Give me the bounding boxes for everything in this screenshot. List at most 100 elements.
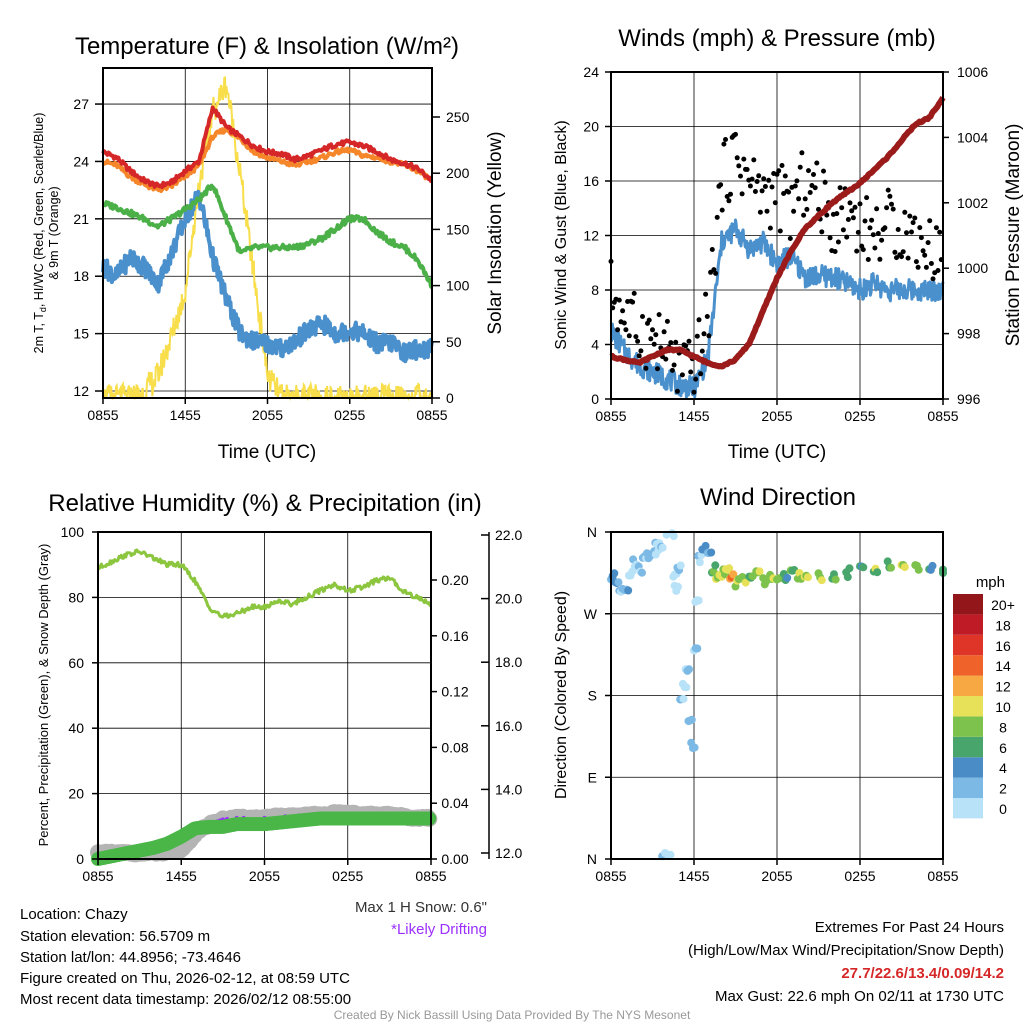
wind-y-title: Sonic Wind & Gust (Blue, Black): [553, 120, 570, 349]
legend-swatch: [953, 736, 983, 758]
legend-swatch: [953, 757, 983, 778]
y2-tick-label: 1006: [957, 64, 988, 80]
y2-tick-label: 0.16: [441, 628, 468, 644]
gust-point: [852, 204, 858, 210]
gust-point: [744, 167, 750, 172]
credit-text: Created By Nick Bassill Using Data Provi…: [333, 1008, 691, 1022]
gust-point: [653, 332, 659, 338]
gust-point: [671, 362, 677, 368]
temp-x-title: Time (UTC): [218, 442, 317, 463]
gust-point: [834, 211, 840, 217]
gust-point: [761, 176, 767, 182]
gust-point: [633, 334, 639, 340]
gust-point: [696, 317, 702, 323]
recent-data-text: Most recent data timestamp: 2026/02/12 0…: [20, 991, 352, 1008]
y-tick-label: 24: [583, 64, 599, 80]
gust-point: [887, 193, 893, 199]
gust-point: [801, 212, 807, 218]
y-tick-label: 40: [68, 720, 84, 736]
gust-point: [812, 185, 818, 191]
gust-point: [767, 225, 773, 231]
gust-point: [779, 163, 785, 168]
gust-point: [837, 185, 843, 191]
rh-line: [97, 548, 432, 619]
gust-point: [630, 299, 636, 305]
rh-y-title: Percent, Precipitation (Green), & Snow D…: [36, 544, 51, 847]
y2-tick-label: 0.08: [441, 739, 468, 755]
y2-tick-label: 250: [446, 109, 470, 125]
wind-direction-point: [666, 850, 675, 859]
y2-tick-label: 50: [446, 334, 462, 350]
gust-point: [918, 235, 924, 241]
y-tick-label: 12: [73, 383, 89, 399]
gust-point: [738, 173, 743, 179]
y-tick-label: S: [588, 688, 597, 704]
y-tick-label: 0: [76, 851, 84, 867]
gust-point: [930, 276, 936, 282]
wind-direction-point: [624, 586, 633, 595]
gust-point: [719, 207, 725, 213]
gust-point: [714, 214, 720, 220]
wind-direction-point: [843, 573, 852, 582]
gust-point: [869, 217, 875, 223]
gust-point: [854, 248, 860, 254]
gust-point: [663, 356, 669, 362]
gust-point: [912, 215, 918, 221]
gust-point: [699, 348, 705, 354]
gust-point: [651, 341, 657, 347]
gust-point: [787, 236, 793, 241]
gust-point: [905, 255, 911, 261]
x-tick-label: 0855: [595, 408, 626, 424]
x-tick-label: 1455: [678, 868, 709, 884]
gust-point: [797, 164, 803, 170]
gust-point: [736, 163, 742, 169]
gust-point: [802, 196, 808, 202]
gust-point: [839, 205, 845, 211]
gust-point: [635, 338, 641, 344]
gust-point: [879, 237, 885, 243]
y-tick-label: N: [587, 524, 597, 540]
y2-tick-label: 0.00: [441, 851, 468, 867]
gust-point: [728, 191, 733, 197]
gust-point: [794, 178, 800, 184]
gust-point: [721, 141, 727, 147]
gust-point: [708, 269, 714, 275]
gust-point: [915, 264, 921, 270]
gust-point: [864, 195, 870, 201]
wind-direction-point: [690, 743, 699, 752]
created-text: Figure created on Thu, 2026-02-12, at 08…: [20, 970, 350, 987]
y-tick-label: 16: [583, 173, 599, 189]
x-tick-label: 2055: [249, 868, 280, 884]
gust-point: [772, 200, 778, 206]
legend-label: 0: [999, 801, 1007, 817]
elevation-text: Station elevation: 56.5709 m: [20, 928, 211, 945]
gust-point: [734, 155, 740, 161]
gust-point: [718, 182, 724, 188]
gust-point: [840, 227, 846, 233]
gust-point: [909, 229, 914, 235]
gust-point: [640, 314, 645, 319]
gust-point: [899, 254, 904, 260]
gust-point: [832, 249, 838, 254]
y-tick-label: 27: [73, 96, 89, 112]
temp-y2-title: Solar Insolation (Yellow): [485, 131, 506, 334]
wind-direction-point: [817, 576, 826, 585]
gust-point: [807, 190, 813, 195]
gust-point: [777, 228, 783, 234]
x-tick-label: 2055: [252, 407, 283, 423]
gust-point: [850, 215, 856, 221]
gust-point: [655, 366, 660, 372]
gust-point: [811, 172, 816, 177]
y2-tick-label: 998: [957, 326, 981, 342]
wind-direction-point: [695, 558, 704, 567]
gust-point: [664, 318, 670, 324]
gust-point: [747, 183, 753, 189]
temp-chart-title: Temperature (F) & Insolation (W/m²): [75, 33, 459, 60]
gust-point: [756, 173, 762, 179]
gust-point: [759, 188, 765, 194]
max-gust-text: Max Gust: 22.6 mph On 02/11 at 1730 UTC: [714, 988, 1004, 1005]
gust-point: [776, 168, 782, 174]
y-tick-label: 20: [583, 119, 599, 135]
rh-chart-title: Relative Humidity (%) & Precipitation (i…: [48, 490, 481, 517]
gust-point: [703, 291, 709, 297]
